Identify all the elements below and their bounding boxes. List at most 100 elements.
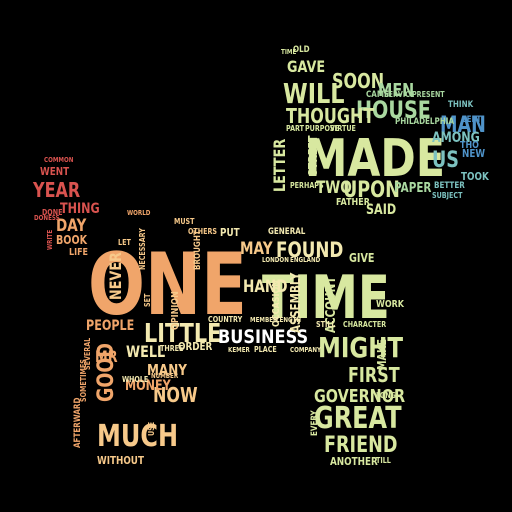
word-soon: SOON <box>332 70 384 93</box>
word-said: SAID <box>366 201 396 218</box>
word-occasion: OCCASION <box>271 280 282 327</box>
word-old: OLD <box>293 43 310 54</box>
word-many: MANY <box>147 362 187 380</box>
word-good: GOOD <box>93 343 118 402</box>
word-among: AMONG <box>432 129 480 146</box>
word-service: SERVICE <box>384 89 414 99</box>
word-father: FATHER <box>336 197 370 208</box>
word-brought: BROUGHT <box>191 230 202 270</box>
word-much: MUCH <box>97 419 178 453</box>
word-others: OTHERS <box>188 226 217 236</box>
word-governor: GOVERNOR <box>314 385 405 406</box>
word-give: GIVE <box>349 251 374 265</box>
word-london: LONDON <box>262 256 289 264</box>
word-present: PRESENT <box>412 89 445 99</box>
word-never: NEVER <box>108 252 126 300</box>
word-better: BETTER <box>434 179 465 190</box>
word-member: MEMBER <box>250 316 277 324</box>
word-day: DAY <box>56 216 87 236</box>
word-house: HOUSE <box>356 97 431 125</box>
word-country: COUNTRY <box>208 314 243 324</box>
word-two: TWO <box>316 178 352 198</box>
word-afterward: AFTERWARD <box>71 397 82 448</box>
word-street: STREET <box>306 135 320 176</box>
word-upon: UPON <box>343 177 400 202</box>
word-will: WILL <box>283 76 345 109</box>
word-another: ANOTHER <box>330 456 378 468</box>
word-first: FIRST <box>348 364 400 387</box>
word-went: WENT <box>40 166 69 178</box>
word-well: WELL <box>126 344 165 362</box>
word-us: US <box>432 147 459 172</box>
word-done: DONE <box>42 207 63 217</box>
word-think: THINK <box>448 98 474 109</box>
word-subject: SUBJECT <box>432 190 463 200</box>
word-new: NEW <box>462 148 485 160</box>
word-use: USE <box>146 422 156 436</box>
word-doness: DONESS <box>34 214 60 222</box>
word-several: SEVERAL <box>82 337 92 370</box>
word-work: WORK <box>376 299 405 310</box>
word-kemer: KEMER <box>228 346 250 354</box>
word-letter: LETTER <box>272 139 290 192</box>
word-took: TOOK <box>461 171 490 183</box>
word-order: ORDER <box>178 341 213 353</box>
word-paper: PAPER <box>394 180 431 195</box>
word-one: ONE <box>88 235 247 335</box>
word-account: ACCOUNT <box>323 277 338 333</box>
word-mr: MR <box>95 349 118 367</box>
word-set: SET <box>142 294 152 307</box>
word-purpose: PURPOSE <box>305 123 339 133</box>
word-world: WORLD <box>127 209 150 217</box>
word-assembly: ASSEMBLY <box>288 272 303 333</box>
word-till: TILL <box>376 455 391 465</box>
word-money: MONEY <box>125 377 171 394</box>
word-life: LIFE <box>69 247 88 258</box>
word-number: NUMBER <box>151 372 178 380</box>
word-hand: HAND <box>243 277 288 297</box>
word-tho: THO <box>460 140 479 151</box>
word-men: MEN <box>378 79 414 100</box>
word-without: WITHOUT <box>97 455 144 467</box>
word-friend: FRIEND <box>324 432 397 457</box>
word-philadelphia: PHILADELPHIA <box>395 115 455 126</box>
word-general: GENERAL <box>268 225 305 236</box>
word-character: CHARACTER <box>343 319 387 329</box>
word-left: LEFT <box>462 113 482 124</box>
word-thing: THING <box>60 200 100 217</box>
word-book: BOOK <box>56 233 88 247</box>
word-people: PEOPLE <box>86 317 134 334</box>
word-part: PART <box>286 123 304 133</box>
word-virtue: VIRTUE <box>330 123 356 133</box>
word-time: TIME <box>262 262 390 332</box>
word-came: CAME <box>366 88 389 99</box>
word-long: LONG <box>376 390 396 400</box>
word-year: YEAR <box>32 179 80 202</box>
word-whole: WHOLE <box>122 374 148 384</box>
word-place: PLACE <box>254 344 277 354</box>
word-gave: GAVE <box>287 59 325 77</box>
word-length: LENGTH <box>276 316 301 324</box>
word-business: BUSINESS <box>218 327 308 349</box>
word-great: GREAT <box>314 401 402 435</box>
word-still: STILL <box>316 319 336 329</box>
word-england: ENGLAND <box>290 256 320 264</box>
word-may: MAY <box>240 239 273 259</box>
word-little: LITTLE <box>144 318 221 349</box>
word-man: MAN <box>440 112 486 137</box>
word-made: MADE <box>305 129 445 189</box>
word-thought: THOUGHT <box>286 105 375 128</box>
word-make: MAKE <box>375 339 389 370</box>
word-might: MIGHT <box>318 332 404 365</box>
word-must: MUST <box>174 216 195 226</box>
word-put: PUT <box>220 227 240 239</box>
word-write: WRITE <box>46 230 54 250</box>
word-common: COMMON <box>44 156 73 164</box>
word-company: COMPANY <box>290 346 321 354</box>
word-opinion: OPINION <box>170 291 181 330</box>
word-necessary: NECESSARY <box>137 227 147 270</box>
word-time: TIME <box>281 48 296 56</box>
